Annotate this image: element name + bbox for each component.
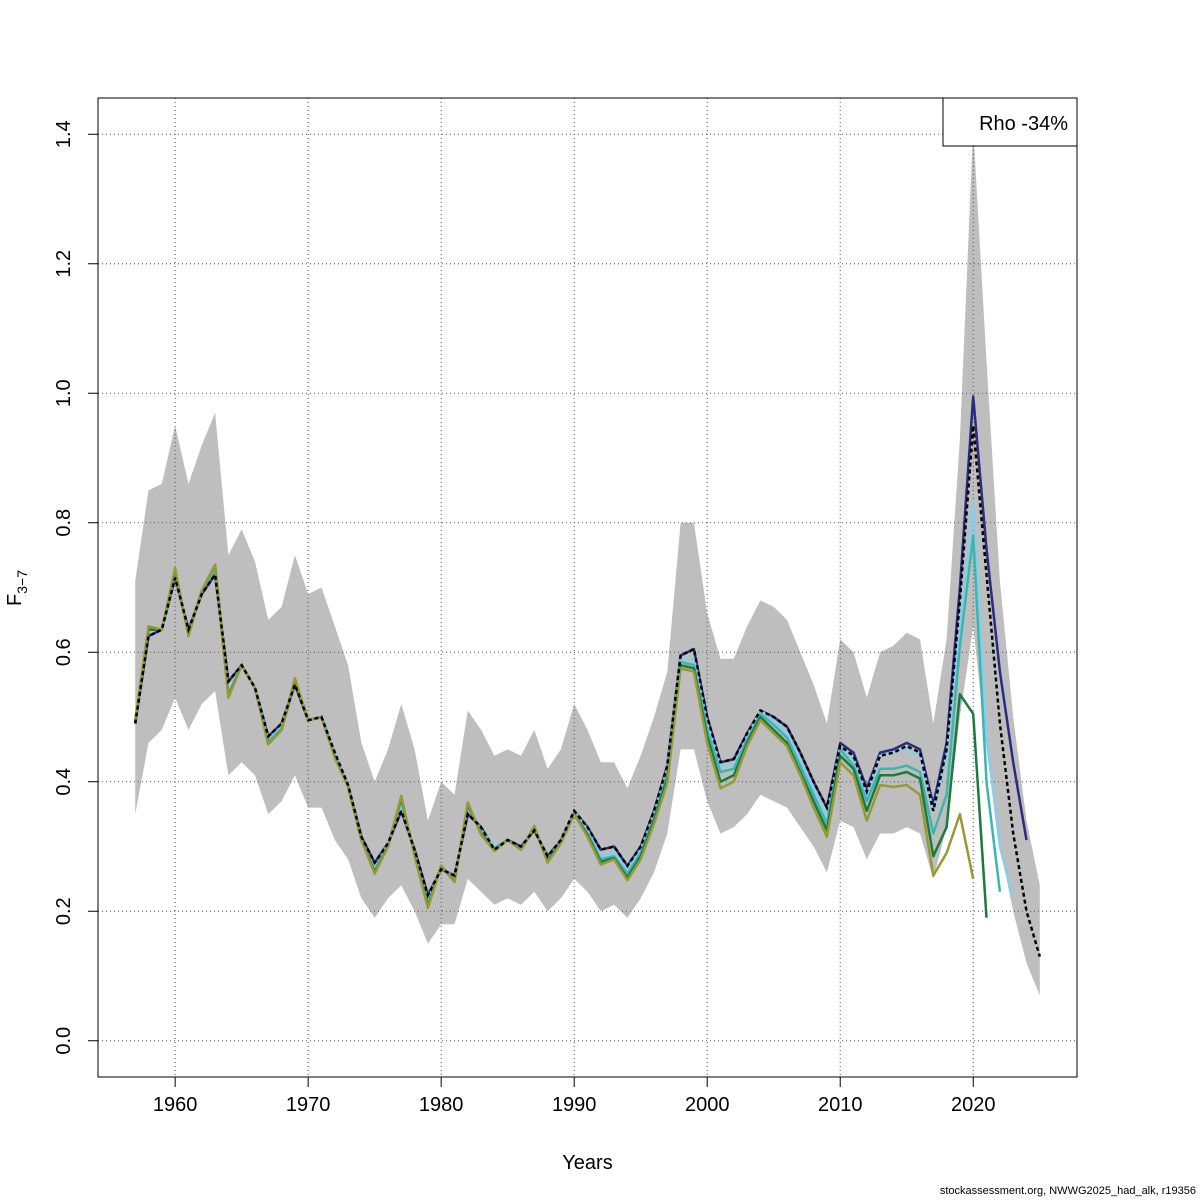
y-tick-label: 0.8 bbox=[53, 509, 75, 537]
legend-text: Rho -34% bbox=[979, 113, 1068, 135]
y-axis-title: F3−7 bbox=[4, 570, 30, 606]
y-tick-label: 0.0 bbox=[53, 1027, 75, 1055]
y-tick-label: 0.4 bbox=[53, 768, 75, 796]
x-tick-label: 1970 bbox=[286, 1094, 331, 1116]
footer-credit: stockassessment.org, NWWG2025_had_alk, r… bbox=[940, 1185, 1196, 1197]
x-tick-label: 1960 bbox=[153, 1094, 198, 1116]
confidence-band bbox=[135, 128, 1040, 996]
x-tick-label: 1980 bbox=[419, 1094, 464, 1116]
confidence-band-area bbox=[135, 128, 1040, 996]
y-tick-label: 1.4 bbox=[53, 120, 75, 148]
x-tick-label: 2020 bbox=[951, 1094, 996, 1116]
y-tick-label: 0.2 bbox=[53, 897, 75, 925]
x-tick-label: 2010 bbox=[818, 1094, 863, 1116]
y-tick-label: 0.6 bbox=[53, 638, 75, 666]
y-axis-title-main: F bbox=[4, 594, 26, 606]
legend: Rho -34% bbox=[943, 98, 1077, 146]
y-tick-label: 1.0 bbox=[53, 379, 75, 407]
x-axis-title: Years bbox=[562, 1152, 612, 1174]
x-axis: 1960 1970 1980 1990 2000 2010 2020 bbox=[153, 1077, 996, 1116]
x-tick-label: 2000 bbox=[685, 1094, 730, 1116]
x-tick-label: 1990 bbox=[552, 1094, 597, 1116]
y-axis: 0.0 0.2 0.4 0.6 0.8 1.0 1.2 1.4 bbox=[53, 120, 98, 1054]
y-tick-label: 1.2 bbox=[53, 250, 75, 278]
y-axis-title-sub: 3−7 bbox=[14, 570, 30, 594]
